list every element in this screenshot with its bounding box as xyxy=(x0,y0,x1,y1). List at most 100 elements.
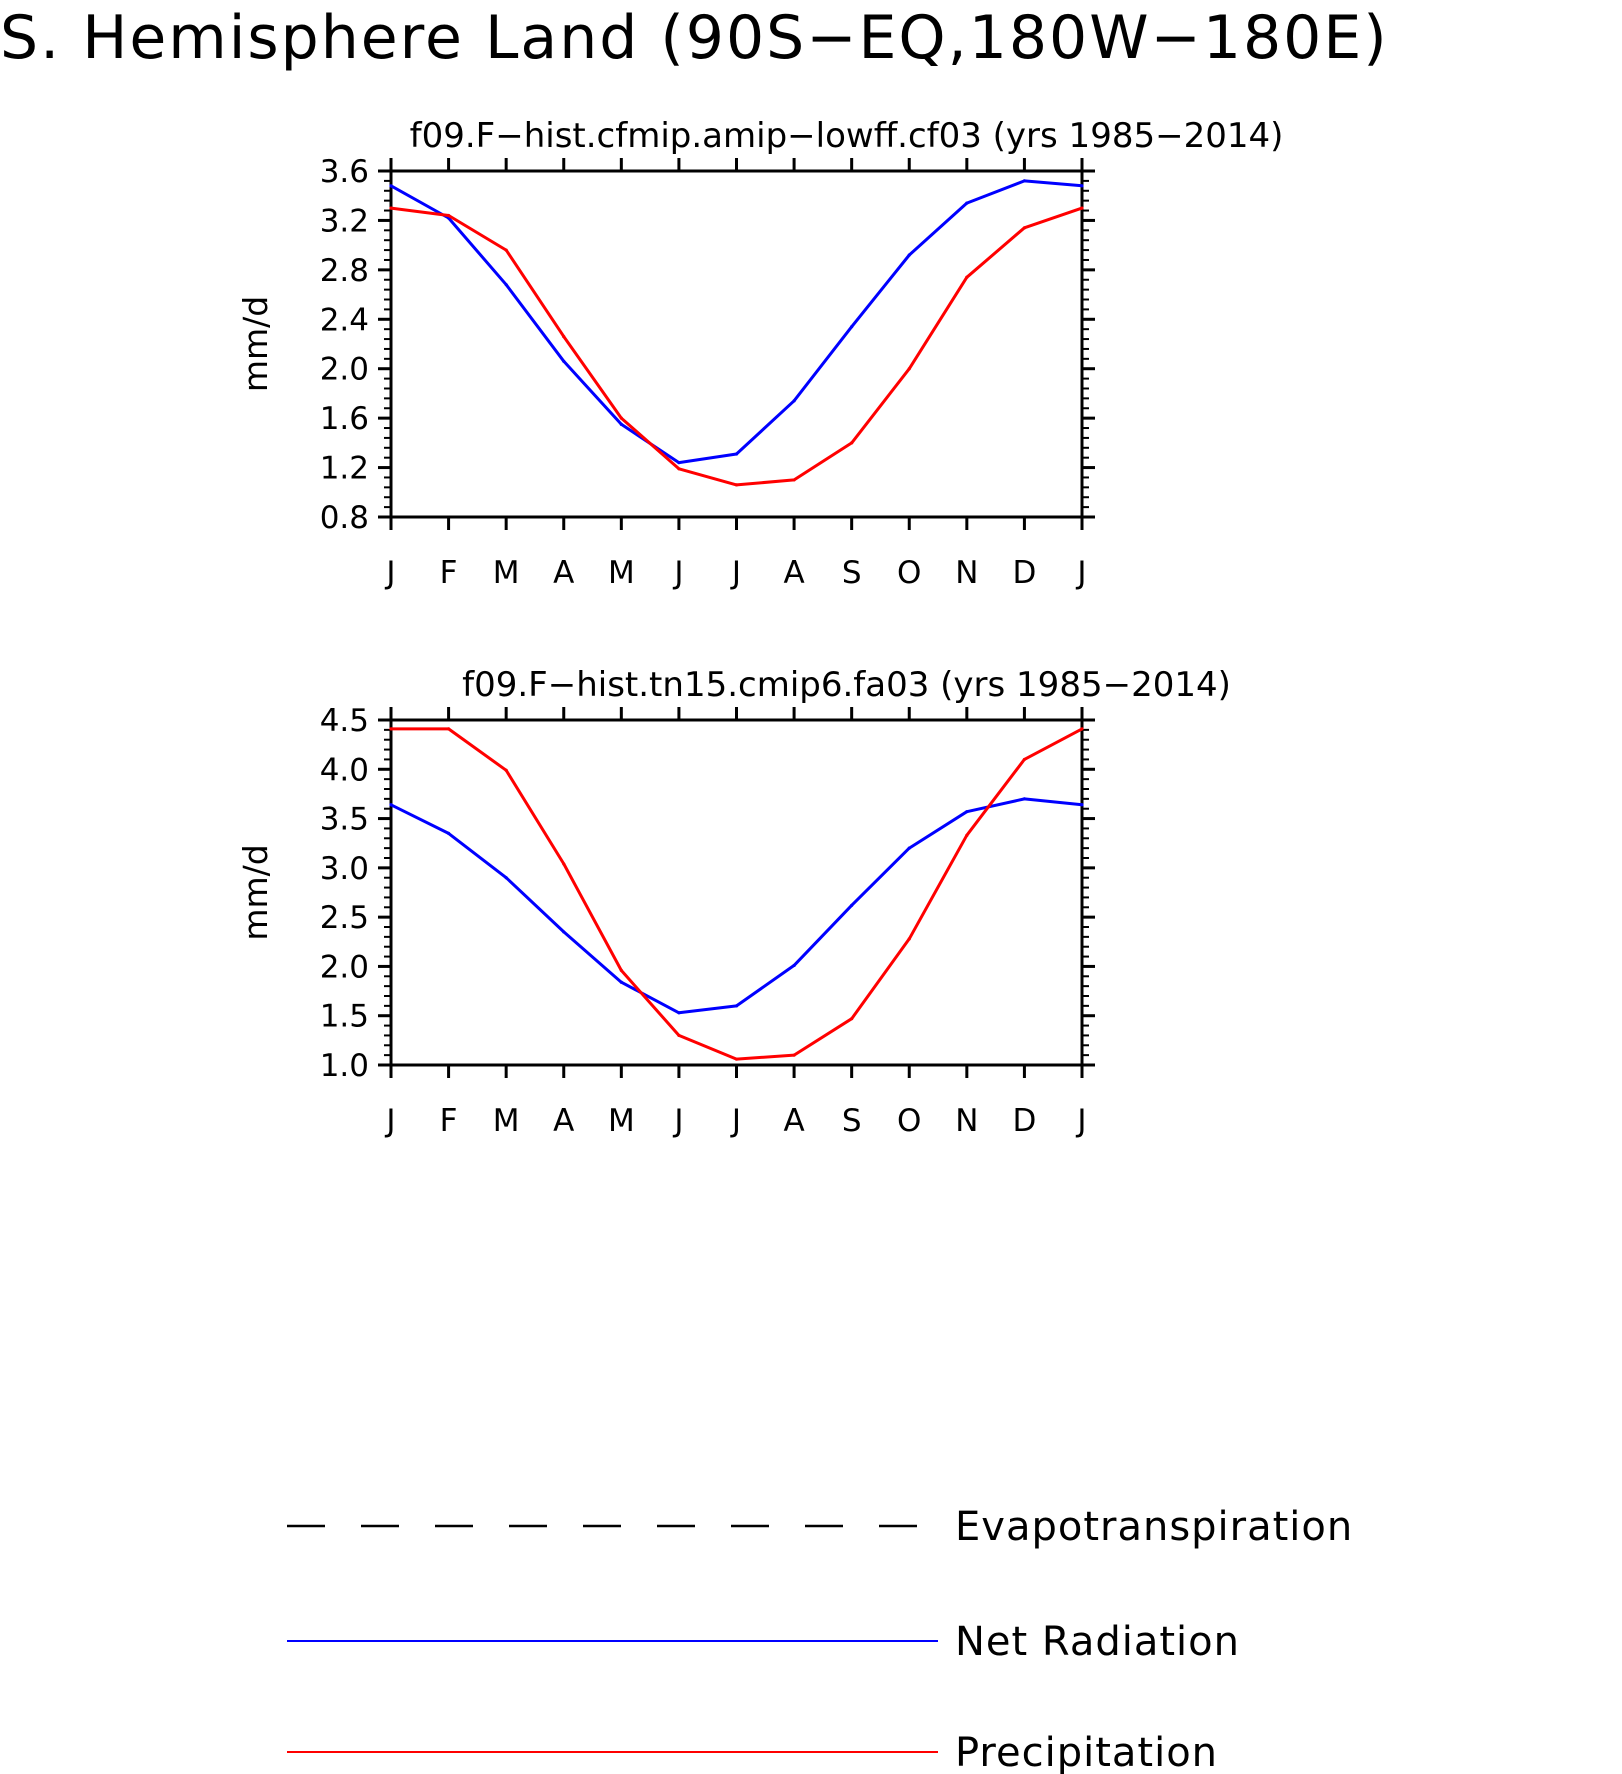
data-point-net-radiation xyxy=(734,1004,739,1008)
data-point-precipitation xyxy=(1080,727,1084,731)
data-point-precipitation xyxy=(792,1053,796,1057)
y-tick-label: 1.5 xyxy=(320,999,369,1035)
data-point-precipitation xyxy=(792,478,796,482)
data-point-net-radiation xyxy=(389,803,393,807)
x-tick-label: J xyxy=(1075,555,1086,591)
legend-label-net-radiation: Net Radiation xyxy=(955,1619,1240,1665)
x-tick-label: J xyxy=(384,1103,395,1139)
x-tick-label: O xyxy=(897,555,921,591)
plot-frame xyxy=(389,718,1084,1067)
x-tick-label: J xyxy=(384,555,395,591)
data-point-precipitation xyxy=(562,862,566,866)
x-tick-label: N xyxy=(955,555,978,591)
data-point-precipitation xyxy=(965,833,969,837)
data-point-net-radiation xyxy=(1080,803,1084,807)
data-point-net-radiation xyxy=(965,201,969,205)
data-point-precipitation xyxy=(1022,757,1027,762)
x-tick-label: M xyxy=(493,555,520,591)
series-line-precipitation xyxy=(390,206,1083,487)
panel-title: f09.F−hist.tn15.cmip6.fa03 (yrs 1985−201… xyxy=(462,665,1231,705)
panel-title: f09.F−hist.cfmip.amip−lowff.cf03 (yrs 19… xyxy=(410,116,1284,156)
x-tick-label: J xyxy=(730,1103,741,1139)
y-tick-label: 3.0 xyxy=(320,851,369,887)
x-tick-label: F xyxy=(440,1103,458,1139)
x-tick-label: M xyxy=(493,1103,520,1139)
data-point-net-radiation xyxy=(850,325,854,329)
data-point-net-radiation xyxy=(619,980,623,984)
x-tick-label: D xyxy=(1012,555,1036,591)
data-point-net-radiation xyxy=(504,283,508,287)
legend-label-precipitation: Precipitation xyxy=(955,1730,1218,1774)
data-point-precipitation xyxy=(389,727,393,731)
data-point-net-radiation xyxy=(792,399,796,403)
y-tick-label: 3.2 xyxy=(320,203,369,239)
data-point-net-radiation xyxy=(850,903,854,907)
data-point-precipitation xyxy=(389,206,393,210)
data-point-precipitation xyxy=(619,416,623,420)
series-line-net-radiation xyxy=(390,179,1083,465)
y-tick-label: 1.2 xyxy=(320,451,369,487)
y-tick-label: 1.6 xyxy=(320,401,369,437)
x-tick-label: J xyxy=(1075,1103,1086,1139)
data-point-net-radiation xyxy=(619,422,623,426)
y-axis-label: mm/d xyxy=(236,296,275,392)
y-tick-label: 4.0 xyxy=(320,752,369,788)
data-point-precipitation xyxy=(907,937,911,941)
data-point-net-radiation xyxy=(907,253,911,257)
data-point-net-radiation xyxy=(677,1011,681,1015)
x-tick-label: O xyxy=(897,1103,921,1139)
data-point-precipitation xyxy=(734,1057,739,1061)
chart-panel-2: f09.F−hist.tn15.cmip6.fa03 (yrs 1985−201… xyxy=(236,665,1231,1139)
x-tick-label: D xyxy=(1012,1103,1036,1139)
data-point-precipitation xyxy=(504,768,508,772)
chart-panel-1: f09.F−hist.cfmip.amip−lowff.cf03 (yrs 19… xyxy=(236,116,1283,591)
x-tick-label: F xyxy=(440,555,458,591)
x-tick-label: S xyxy=(842,555,862,591)
y-tick-label: 2.8 xyxy=(320,253,369,289)
data-point-precipitation xyxy=(965,275,969,279)
y-tick-label: 1.0 xyxy=(320,1048,369,1084)
data-point-precipitation xyxy=(1022,226,1027,230)
data-point-precipitation xyxy=(850,441,854,445)
legend: Evapotranspiration Net Radiation Precipita… xyxy=(287,1504,1353,1774)
x-tick-label: J xyxy=(730,555,741,591)
data-point-precipitation xyxy=(1080,206,1084,210)
y-tick-label: 2.5 xyxy=(320,900,369,936)
x-tick-label: A xyxy=(553,1103,574,1139)
data-point-precipitation xyxy=(734,483,739,487)
y-tick-label: 3.5 xyxy=(320,802,369,838)
y-tick-label: 2.4 xyxy=(320,302,369,338)
data-point-net-radiation xyxy=(907,846,911,850)
x-tick-label: A xyxy=(783,555,804,591)
x-tick-label: J xyxy=(672,1103,683,1139)
series-line-net-radiation xyxy=(390,797,1083,1015)
data-point-precipitation xyxy=(446,213,451,218)
plot-frame xyxy=(389,169,1084,519)
data-point-net-radiation xyxy=(1080,184,1084,188)
data-point-precipitation xyxy=(850,1017,854,1021)
data-point-precipitation xyxy=(562,334,566,339)
data-point-precipitation xyxy=(907,367,911,371)
x-tick-label: A xyxy=(783,1103,804,1139)
y-tick-label: 3.6 xyxy=(320,154,369,190)
data-point-net-radiation xyxy=(1022,797,1027,801)
legend-label-evapotranspiration: Evapotranspiration xyxy=(955,1504,1353,1550)
data-point-net-radiation xyxy=(446,831,451,835)
figure-title: S. Hemisphere Land (90S−EQ,180W−180E) xyxy=(0,3,1389,73)
data-point-net-radiation xyxy=(562,930,566,934)
data-point-net-radiation xyxy=(504,876,508,880)
x-tick-label: N xyxy=(955,1103,978,1139)
data-point-net-radiation xyxy=(965,810,969,814)
x-tick-label: S xyxy=(842,1103,862,1139)
data-point-net-radiation xyxy=(389,184,393,188)
data-point-net-radiation xyxy=(1022,179,1027,183)
y-tick-label: 2.0 xyxy=(320,352,369,388)
chart-panels: f09.F−hist.cfmip.amip−lowff.cf03 (yrs 19… xyxy=(236,116,1283,1139)
data-point-net-radiation xyxy=(792,963,796,968)
x-tick-label: M xyxy=(608,1103,635,1139)
data-point-precipitation xyxy=(677,1033,681,1038)
data-point-precipitation xyxy=(677,467,681,471)
data-point-precipitation xyxy=(504,248,508,252)
x-tick-label: J xyxy=(672,555,683,591)
